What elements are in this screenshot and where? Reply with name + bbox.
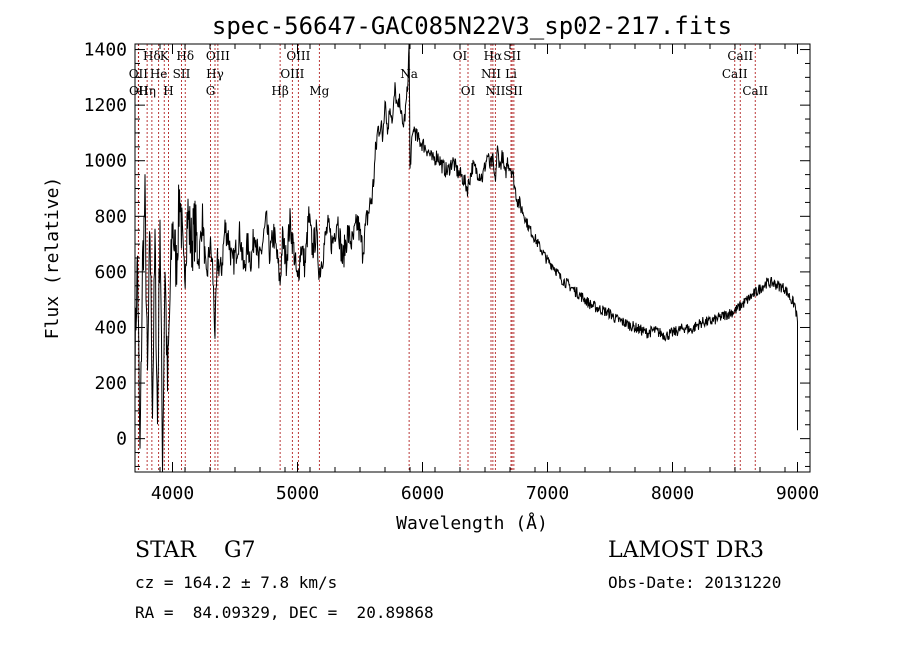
spectral-line-label: OIII (280, 67, 304, 81)
spectral-line-label: Hγ (206, 67, 224, 81)
y-tick-label: 1400 (84, 40, 127, 61)
y-axis-ticks: 0 200 400 600 800 1000 1200 1400 (84, 40, 810, 467)
chart-title: spec-56647-GAC085N22V3_sp02-217.fits (212, 12, 732, 40)
x-tick-label: 4000 (151, 483, 194, 504)
y-tick-label: 1000 (84, 151, 127, 172)
spectral-line-label: Hη (138, 84, 156, 98)
y-tick-label: 200 (94, 373, 127, 394)
spectral-line-label: K (160, 49, 170, 63)
y-axis-label: Flux (relative) (42, 177, 63, 340)
spectral-line-label: Mg (309, 84, 329, 98)
x-axis-label: Wavelength (Å) (396, 512, 548, 534)
spectral-line-label: OI (453, 49, 468, 63)
x-axis-ticks: 4000 5000 6000 7000 8000 9000 (134, 44, 819, 504)
object-class: STAR G7 (135, 538, 256, 563)
redshift-velocity: cz = 164.2 ± 7.8 km/s (135, 573, 338, 592)
spectral-line-label: CaII (722, 67, 748, 81)
y-tick-label: 600 (94, 262, 127, 283)
spectral-line-label: Hα (484, 49, 503, 63)
spectral-line-label: OII (129, 67, 149, 81)
x-tick-label: 7000 (526, 483, 569, 504)
spectral-line-label: SII (503, 49, 521, 63)
spectral-line-label: Hβ (271, 84, 288, 98)
survey-name: LAMOST DR3 (608, 538, 764, 563)
y-tick-label: 0 (116, 429, 127, 450)
observation-date: Obs-Date: 20131220 (608, 573, 782, 592)
flux-series (134, 43, 798, 473)
spectral-line-label: OIII (286, 49, 310, 63)
spectral-line-label: OI (461, 84, 476, 98)
x-tick-label: 8000 (651, 483, 694, 504)
y-tick-label: 800 (94, 206, 127, 227)
spectral-line-label: Hδ (176, 49, 194, 63)
y-tick-label: 1200 (84, 95, 127, 116)
spectral-line-label: He (150, 67, 168, 81)
spectral-line-label: NII (485, 84, 505, 98)
spectral-line-label: CaII (742, 84, 768, 98)
spectral-line-label: CaII (727, 49, 753, 63)
spectral-line-label: SII (173, 67, 191, 81)
spectral-line-label: NII (481, 67, 501, 81)
x-tick-label: 9000 (776, 483, 819, 504)
spectral-line-label: Hδ (143, 49, 161, 63)
spectral-line-label: SII (505, 84, 523, 98)
x-tick-label: 6000 (401, 483, 444, 504)
flux-line (134, 43, 798, 473)
coordinates: RA = 84.09329, DEC = 20.89868 (135, 603, 434, 622)
spectral-line-label: G (206, 84, 216, 98)
x-tick-label: 5000 (276, 483, 319, 504)
spectral-line-label: OIII (206, 49, 230, 63)
spectral-line-label: Li (505, 67, 517, 81)
y-tick-label: 400 (94, 317, 127, 338)
spectral-line-label: H (163, 84, 173, 98)
